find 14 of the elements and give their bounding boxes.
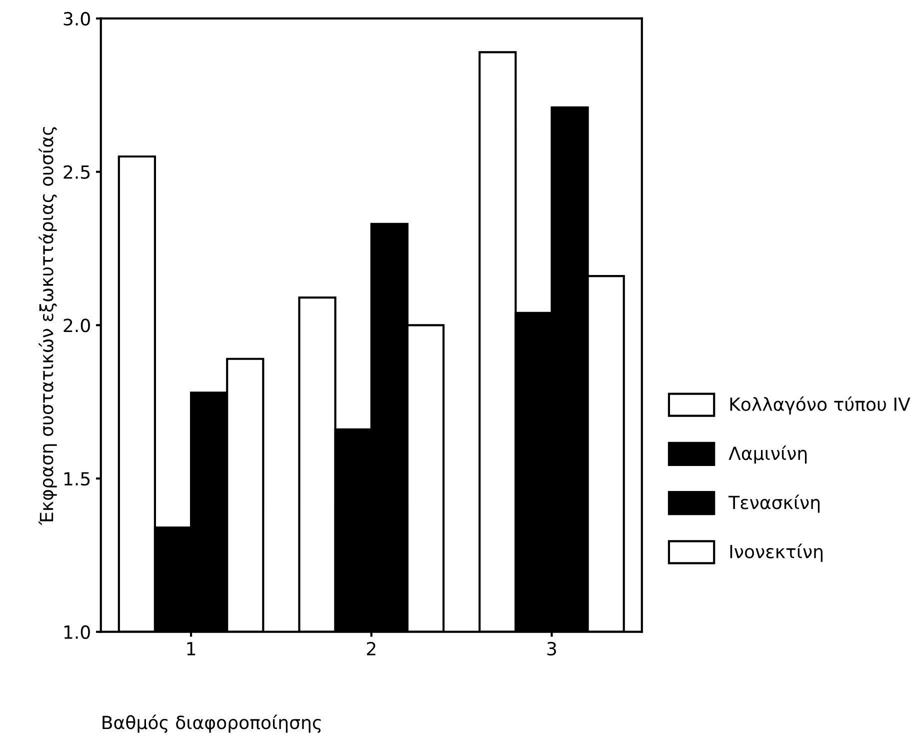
y-tick-label: 2.5 (64, 165, 90, 179)
y-tick-label: 2.0 (64, 318, 90, 332)
legend-label: Λαμινίνη (728, 445, 807, 464)
x-tick-label: 1 (187, 642, 196, 656)
y-tick-label: 1.5 (64, 472, 90, 486)
legend-label: Τενασκίνη (728, 494, 820, 513)
y-tick-label: 1.0 (64, 625, 90, 639)
legend-label: Κολλαγόνο τύπου IV (730, 396, 910, 415)
y-axis-title: Έκφραση συστατικών εξωκυττάριας ουσίας (38, 127, 57, 526)
x-tick-label: 3 (547, 642, 556, 656)
y-tick-label: 3.0 (64, 12, 90, 26)
x-tick-label: 2 (366, 642, 376, 656)
legend-label: Ινονεκτίνη (730, 544, 822, 562)
x-axis-title: Βαθμός διαφοροποίησης (102, 714, 321, 733)
